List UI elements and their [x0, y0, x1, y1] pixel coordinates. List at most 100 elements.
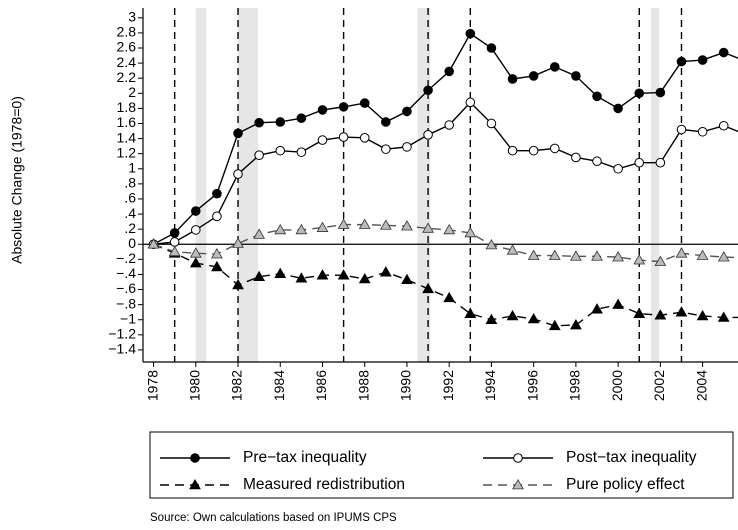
marker — [232, 237, 244, 248]
y-tick-label: −1.2 — [108, 326, 136, 342]
marker — [655, 157, 666, 168]
x-tick-label: 1992 — [440, 370, 456, 401]
marker — [423, 85, 433, 96]
marker — [254, 117, 264, 128]
marker — [592, 91, 602, 102]
marker — [613, 103, 623, 114]
marker — [381, 144, 391, 154]
marker — [549, 143, 560, 154]
x-tick-label: 2000 — [609, 370, 625, 401]
marker — [168, 245, 181, 257]
marker — [485, 239, 498, 250]
marker — [274, 223, 287, 235]
x-tick-label: 1978 — [144, 370, 160, 401]
marker — [591, 250, 603, 261]
plot-area — [143, 8, 738, 362]
marker — [718, 47, 729, 58]
marker — [571, 71, 581, 81]
marker — [381, 117, 391, 127]
marker — [443, 223, 456, 235]
marker — [506, 309, 519, 321]
marker — [675, 306, 688, 317]
marker — [696, 309, 709, 321]
y-tick-label: 1.2 — [117, 144, 137, 160]
x-tick-label: 1996 — [524, 370, 540, 401]
marker — [591, 303, 603, 314]
marker — [507, 145, 518, 156]
marker — [633, 307, 646, 318]
marker — [233, 128, 243, 139]
marker — [317, 135, 328, 145]
x-tick-label: 1990 — [398, 370, 414, 401]
marker — [570, 250, 582, 261]
marker — [337, 269, 350, 280]
legend-label: Post−tax inequality — [566, 449, 697, 466]
x-tick-label: 1988 — [355, 370, 371, 401]
marker — [485, 313, 498, 325]
marker — [401, 220, 413, 231]
marker — [275, 145, 286, 156]
marker — [718, 120, 729, 131]
marker — [316, 269, 329, 280]
legend-label: Measured redistribution — [243, 476, 405, 493]
marker — [190, 453, 200, 463]
y-tick-label: 2 — [128, 84, 136, 100]
marker — [486, 118, 497, 129]
legend: Pre−tax inequality Post−tax inequality Mea… — [149, 431, 734, 499]
y-axis-title: Absolute Change (1978=0) — [9, 96, 25, 264]
y-tick-label: 1 — [128, 159, 136, 175]
marker — [717, 311, 730, 322]
x-tick-label: 1982 — [229, 370, 245, 401]
shaded-period — [238, 8, 259, 362]
marker — [402, 142, 412, 152]
y-tick-label: −.8 — [116, 295, 136, 311]
x-tick-label: 1998 — [567, 370, 583, 401]
marker — [655, 87, 666, 98]
marker — [189, 257, 202, 268]
marker — [253, 270, 266, 282]
x-tick-label: 2004 — [693, 370, 709, 401]
marker — [337, 218, 350, 229]
y-tick-label: .4 — [124, 205, 136, 221]
shaded-period — [650, 8, 660, 362]
marker — [169, 237, 180, 247]
marker — [358, 218, 371, 229]
marker — [507, 74, 518, 84]
marker — [444, 66, 454, 77]
marker — [486, 43, 497, 53]
marker — [253, 228, 266, 239]
y-tick-label: −1 — [120, 310, 136, 326]
marker — [189, 247, 202, 258]
marker — [465, 97, 476, 108]
y-tick-label: 0 — [128, 235, 136, 251]
marker — [169, 228, 180, 238]
marker — [548, 249, 561, 260]
marker — [676, 56, 687, 67]
y-tick-label: .8 — [124, 175, 136, 191]
marker — [233, 169, 243, 179]
marker — [317, 105, 328, 115]
marker — [570, 319, 582, 330]
y-tick-label: 2.6 — [117, 39, 137, 55]
marker — [527, 249, 540, 260]
marker — [211, 248, 223, 259]
x-tick-label: 2006 — [736, 370, 738, 401]
marker — [422, 282, 434, 294]
y-tick-label: 2.2 — [117, 69, 137, 85]
marker — [254, 150, 264, 160]
marker — [295, 223, 308, 235]
y-tick-label: .6 — [124, 190, 136, 206]
marker — [612, 251, 625, 262]
y-tick-label: −1.4 — [108, 341, 136, 357]
marker — [379, 266, 392, 277]
marker — [571, 152, 581, 163]
marker — [147, 238, 160, 249]
marker — [232, 279, 244, 290]
marker — [359, 133, 370, 143]
marker — [549, 62, 560, 72]
shaded-period — [195, 8, 207, 362]
marker — [675, 247, 688, 258]
y-tick-label: 2.8 — [117, 24, 137, 40]
marker — [296, 147, 307, 157]
